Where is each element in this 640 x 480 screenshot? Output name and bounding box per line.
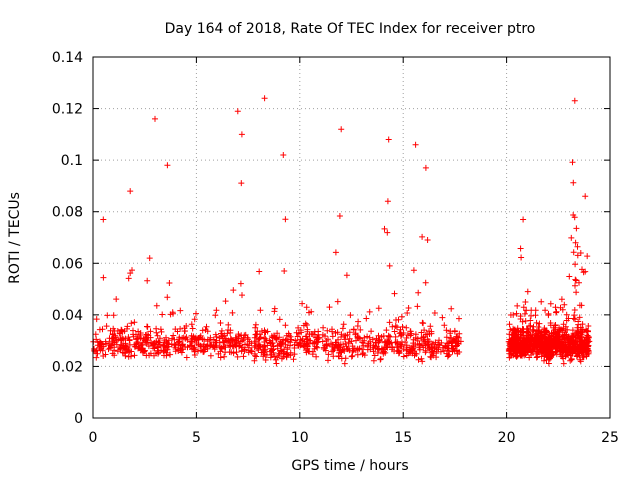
y-tick-label: 0.14	[52, 50, 83, 66]
chart-title: Day 164 of 2018, Rate Of TEC Index for r…	[165, 21, 536, 37]
ticks-layer: 0 5 10 15 20 25 0 0.02 0.04 0.06 0.08 0.1 0.12 0.14	[52, 50, 619, 446]
x-tick-label: 15	[394, 430, 412, 446]
y-tick-label: 0.04	[52, 308, 83, 324]
x-tick-label: 5	[192, 430, 201, 446]
x-tick-label: 10	[291, 430, 309, 446]
x-tick-label: 25	[601, 430, 619, 446]
y-tick-label: 0.08	[52, 205, 83, 221]
x-tick-label: 0	[89, 430, 98, 446]
y-axis-label: ROTI / TECUs	[7, 192, 23, 284]
y-tick-label: 0	[74, 411, 83, 427]
y-tick-label: 0.02	[52, 359, 83, 375]
roti-points	[90, 95, 593, 367]
data-points	[90, 95, 593, 367]
y-tick-label: 0.1	[61, 153, 83, 169]
y-tick-label: 0.12	[52, 102, 83, 118]
x-axis-label: GPS time / hours	[291, 458, 408, 474]
y-tick-label: 0.06	[52, 256, 83, 272]
plot-frame	[92, 56, 611, 419]
x-tick-label: 20	[498, 430, 516, 446]
